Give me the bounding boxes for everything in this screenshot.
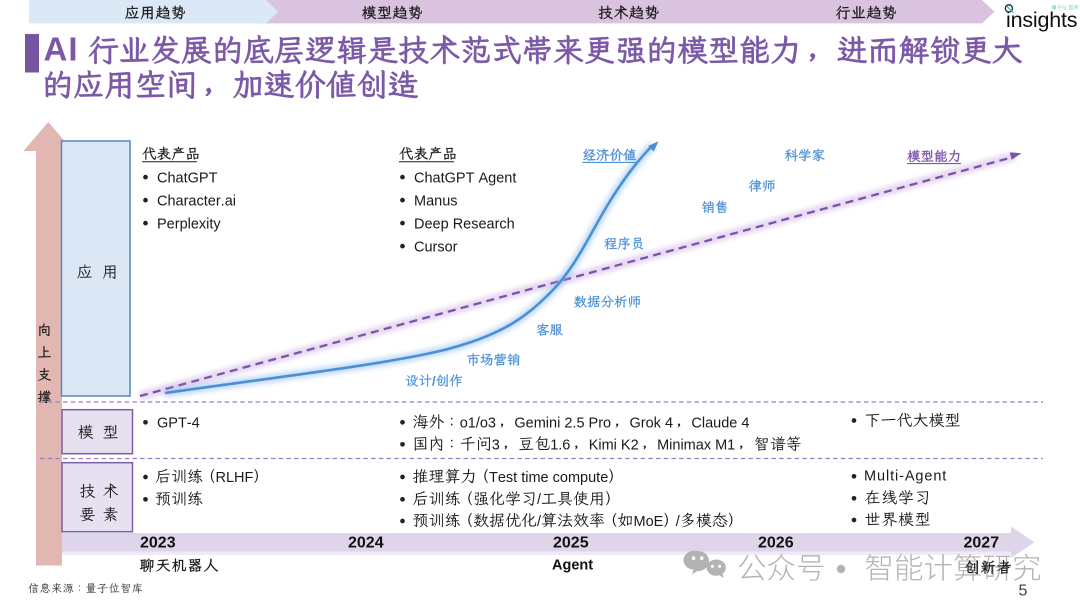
svg-text:ChatGPT: ChatGPT: [157, 170, 218, 186]
svg-text:/: /: [537, 492, 542, 508]
svg-text:RLHF: RLHF: [216, 470, 254, 486]
svg-text:2026: 2026: [758, 535, 794, 552]
svg-text:2025: 2025: [553, 535, 589, 552]
svg-text:2027: 2027: [964, 535, 1000, 552]
svg-text:2024: 2024: [348, 535, 384, 552]
svg-text:Gemini 2.5 Pro: Gemini 2.5 Pro: [514, 415, 611, 431]
svg-text:ChatGPT Agent: ChatGPT Agent: [414, 170, 516, 186]
svg-text:Cursor: Cursor: [414, 239, 458, 255]
svg-text:/: /: [432, 373, 436, 388]
svg-text:insights: insights: [1006, 8, 1077, 32]
svg-text:Perplexity: Perplexity: [157, 216, 221, 232]
svg-text:5: 5: [1019, 583, 1028, 600]
svg-text:Deep Research: Deep Research: [414, 216, 515, 232]
svg-text:Grok 4: Grok 4: [630, 415, 674, 431]
svg-text:GPT-4: GPT-4: [157, 416, 200, 432]
svg-text:Minimax M1: Minimax M1: [657, 437, 735, 453]
svg-text:/: /: [537, 514, 542, 530]
svg-text:Claude 4: Claude 4: [691, 415, 749, 431]
svg-text:o1/o3: o1/o3: [460, 415, 496, 431]
svg-text:Kimi K2: Kimi K2: [589, 437, 639, 453]
svg-text:/: /: [676, 514, 681, 530]
svg-text:1.6: 1.6: [550, 437, 570, 453]
svg-text:Manus: Manus: [414, 193, 458, 209]
svg-text:Agent: Agent: [552, 558, 593, 574]
svg-text:AI: AI: [44, 31, 79, 68]
svg-text:2023: 2023: [140, 535, 176, 552]
svg-text:Character.ai: Character.ai: [157, 193, 236, 209]
svg-text:Test time compute: Test time compute: [489, 470, 608, 486]
svg-text:Multi-Agent: Multi-Agent: [864, 468, 947, 484]
svg-text:MoE: MoE: [634, 514, 664, 530]
svg-text:3: 3: [492, 437, 500, 453]
